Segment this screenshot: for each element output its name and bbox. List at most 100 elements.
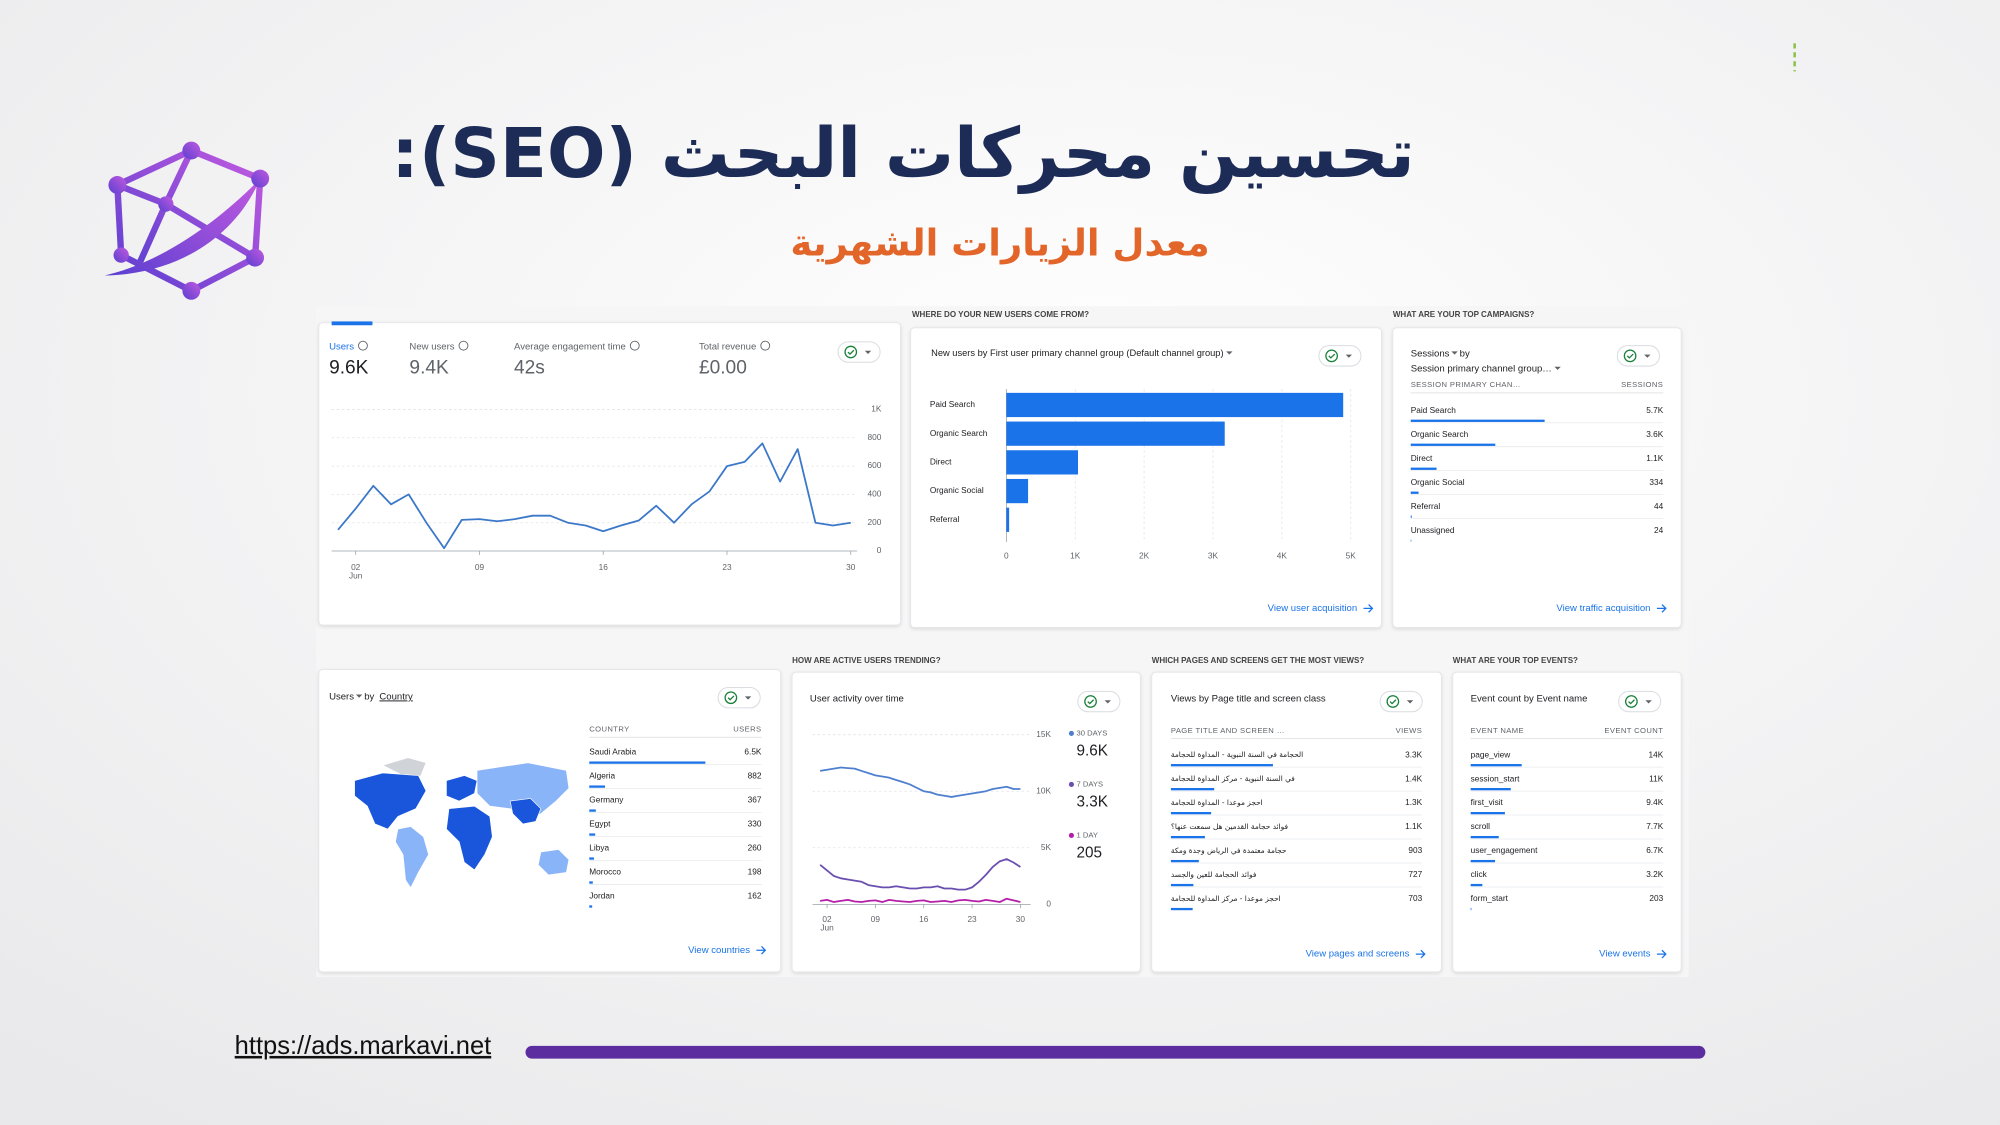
row-bar bbox=[589, 833, 596, 836]
title-dimension: Session primary channel group… bbox=[1411, 363, 1552, 374]
series-line bbox=[820, 897, 1021, 903]
link-arrow bbox=[1363, 604, 1374, 613]
row-value: 330 bbox=[748, 819, 762, 829]
row-name: scroll bbox=[1471, 821, 1490, 831]
x-tick-label: 16 bbox=[919, 914, 929, 924]
row-name: Morocco bbox=[589, 867, 621, 877]
y-tick-label: 10K bbox=[1036, 785, 1051, 795]
card-title: Event count by Event name bbox=[1471, 694, 1588, 705]
card-title: Users by Country bbox=[329, 691, 413, 702]
title-dimension: Country bbox=[379, 691, 413, 702]
legend-swatch bbox=[1068, 730, 1074, 736]
row-bar bbox=[1170, 764, 1273, 767]
x-tick-label: 4K bbox=[1277, 550, 1288, 560]
card-title: Session primary channel group… bbox=[1411, 363, 1552, 374]
check-icon bbox=[1625, 695, 1638, 708]
row-value: 1.4K bbox=[1405, 773, 1423, 783]
row-name: Algeria bbox=[589, 771, 615, 781]
bar bbox=[1006, 478, 1029, 504]
y-tick-label: 600 bbox=[868, 460, 882, 470]
series-line bbox=[337, 442, 851, 550]
map-region bbox=[446, 805, 493, 871]
chip bbox=[837, 341, 881, 363]
caret bbox=[1226, 351, 1233, 355]
x-tick-sublabel: Jun bbox=[349, 571, 363, 581]
check-icon bbox=[1386, 695, 1400, 708]
check-icon bbox=[1389, 699, 1397, 705]
check-icon bbox=[1626, 353, 1634, 359]
legend-label: 30 DAYS bbox=[1077, 728, 1108, 737]
row-value: 162 bbox=[748, 891, 762, 901]
caret bbox=[1406, 700, 1414, 704]
row-bar bbox=[1470, 859, 1496, 863]
y-tick-label: 400 bbox=[868, 489, 882, 499]
chip bbox=[1616, 345, 1660, 367]
category-label: Direct bbox=[930, 457, 952, 467]
help-icon bbox=[760, 340, 771, 351]
row-value: 3.2K bbox=[1646, 869, 1664, 879]
row-name: first_visit bbox=[1471, 797, 1504, 807]
card-title: Views by Page title and screen class bbox=[1171, 694, 1326, 705]
x-tick-label: 23 bbox=[722, 562, 732, 572]
title-metric: Users bbox=[329, 691, 354, 702]
row-value: 1.3K bbox=[1405, 797, 1423, 807]
column-header: SESSION PRIMARY CHAN… bbox=[1411, 380, 1521, 389]
x-tick-label: 02 bbox=[822, 914, 832, 924]
metric-value: £0.00 bbox=[699, 358, 747, 379]
title-metric: Sessions bbox=[1411, 348, 1450, 359]
legend-swatch bbox=[1068, 832, 1074, 839]
metric-label: Total revenue bbox=[699, 341, 756, 352]
row-bar bbox=[1410, 467, 1437, 470]
url-link[interactable]: https://ads.markavi.net bbox=[235, 1032, 492, 1060]
help-icon bbox=[629, 340, 640, 351]
x-tick-label: 30 bbox=[846, 562, 856, 572]
row-bar bbox=[1470, 835, 1499, 839]
row-bar bbox=[1410, 419, 1545, 422]
link[interactable]: View events bbox=[1599, 949, 1651, 960]
row-value: 14K bbox=[1649, 749, 1664, 759]
title-connector: by bbox=[1460, 348, 1470, 359]
column-header: EVENT COUNT bbox=[1604, 726, 1663, 735]
row-name: Organic Social bbox=[1411, 477, 1465, 487]
card bbox=[318, 322, 901, 626]
card bbox=[318, 669, 781, 973]
card bbox=[910, 327, 1382, 628]
link[interactable]: View pages and screens bbox=[1306, 949, 1410, 960]
series-line bbox=[820, 766, 1021, 798]
x-tick-label: 0 bbox=[1004, 550, 1009, 560]
row-bar bbox=[1410, 491, 1419, 494]
slide-title: تحسين محركات البحث (SEO): bbox=[391, 114, 1415, 194]
slide-subtitle: معدل الزيارات الشهرية bbox=[790, 221, 1209, 264]
x-tick-sublabel: Jun bbox=[820, 923, 834, 933]
link[interactable]: View user acquisition bbox=[1268, 603, 1358, 614]
row-bar bbox=[1470, 907, 1472, 911]
row-name: Paid Search bbox=[1411, 405, 1457, 415]
map-region bbox=[537, 849, 570, 876]
bar bbox=[1006, 421, 1225, 446]
link[interactable]: View countries bbox=[688, 945, 750, 956]
caret bbox=[1104, 700, 1111, 704]
row-bar bbox=[589, 761, 706, 764]
map-region bbox=[354, 772, 427, 830]
chip bbox=[1318, 345, 1362, 367]
row-bar bbox=[1170, 788, 1215, 791]
row-bar bbox=[1470, 788, 1511, 791]
row-name: حجامة معتمدة في الرياض وجدة ومكة bbox=[1171, 846, 1287, 855]
section-heading: WHAT ARE YOUR TOP EVENTS? bbox=[1453, 656, 1578, 665]
link[interactable]: View traffic acquisition bbox=[1556, 603, 1650, 614]
metric-label: Users bbox=[329, 341, 354, 352]
row-value: 3.3K bbox=[1405, 749, 1423, 759]
row-value: 260 bbox=[748, 843, 762, 853]
y-tick-label: 0 bbox=[877, 545, 882, 555]
y-tick-label: 5K bbox=[1041, 842, 1052, 852]
row-value: 198 bbox=[748, 867, 762, 877]
row-value: 727 bbox=[1408, 869, 1422, 879]
legend-label: 1 DAY bbox=[1077, 830, 1099, 839]
metric-label: New users bbox=[409, 341, 454, 352]
row-name: page_view bbox=[1471, 749, 1511, 759]
link-arrow bbox=[1656, 604, 1667, 613]
column-header: SESSIONS bbox=[1621, 380, 1663, 389]
legend-value: 205 bbox=[1077, 844, 1103, 861]
row-value: 903 bbox=[1408, 845, 1422, 855]
